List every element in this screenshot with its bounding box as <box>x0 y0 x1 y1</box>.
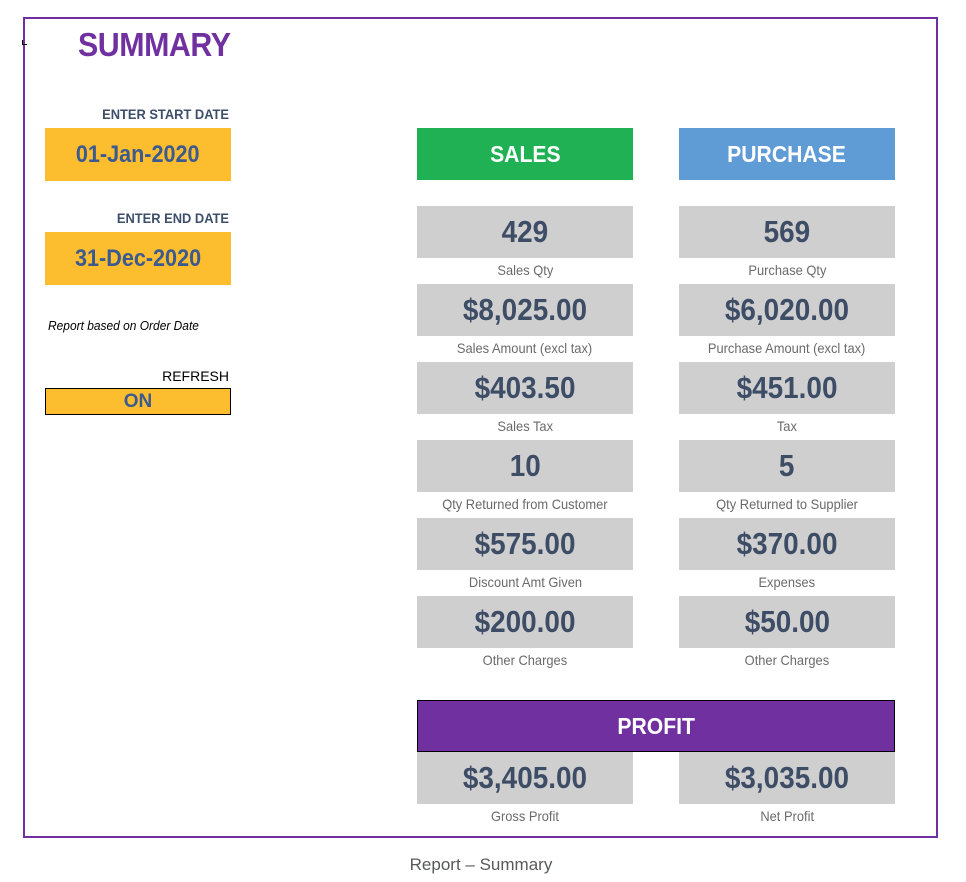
profit-header: PROFIT <box>417 700 895 752</box>
gross-profit-label: Gross Profit <box>491 808 559 824</box>
sales-tax-label: Sales Tax <box>497 418 553 434</box>
sales-qty-label: Sales Qty <box>497 262 553 278</box>
discount-value: $575.00 <box>474 526 576 561</box>
qty-returned-supplier-label: Qty Returned to Supplier <box>716 496 858 512</box>
refresh-label: REFRESH <box>162 368 229 384</box>
sales-tax-card: $403.50 <box>417 362 633 414</box>
purchase-qty-label: Purchase Qty <box>747 262 827 278</box>
expenses-label: Expenses <box>758 574 816 590</box>
sales-other-charges-caption: Other Charges <box>417 652 633 668</box>
expenses-value: $370.00 <box>736 526 838 561</box>
purchase-amount-caption: Purchase Amount (excl tax) <box>679 340 895 356</box>
sales-amount-card: $8,025.00 <box>417 284 633 336</box>
purchase-tax-value: $451.00 <box>736 370 838 405</box>
sales-other-charges-card: $200.00 <box>417 596 633 648</box>
end-date-input[interactable]: 31-Dec-2020 <box>45 232 231 285</box>
sales-qty-card: 429 <box>417 206 633 258</box>
sales-header: SALES <box>417 128 633 180</box>
sales-qty-caption: Sales Qty <box>417 262 633 278</box>
qty-returned-customer-caption: Qty Returned from Customer <box>417 496 633 512</box>
gross-profit-caption: Gross Profit <box>417 808 633 824</box>
purchase-tax-card: $451.00 <box>679 362 895 414</box>
net-profit-caption: Net Profit <box>679 808 895 824</box>
end-date-label: ENTER END DATE <box>116 210 229 226</box>
start-date-value: 01-Jan-2020 <box>76 140 200 168</box>
expenses-caption: Expenses <box>679 574 895 590</box>
purchase-other-charges-card: $50.00 <box>679 596 895 648</box>
purchase-header-label: PURCHASE <box>727 140 847 167</box>
sales-amount-label: Sales Amount (excl tax) <box>457 340 593 356</box>
purchase-other-charges-value: $50.00 <box>744 604 830 639</box>
start-date-input[interactable]: 01-Jan-2020 <box>45 128 231 181</box>
sales-other-charges-label: Other Charges <box>482 652 568 668</box>
purchase-other-charges-caption: Other Charges <box>679 652 895 668</box>
end-date-value: 31-Dec-2020 <box>74 244 202 272</box>
sales-amount-value: $8,025.00 <box>462 292 588 327</box>
page-title: SUMMARY <box>78 26 231 63</box>
discount-label: Discount Amt Given <box>468 574 582 590</box>
start-date-label: ENTER START DATE <box>102 106 229 122</box>
purchase-amount-value: $6,020.00 <box>724 292 850 327</box>
figure-caption-text: Report – Summary <box>409 855 553 874</box>
purchase-tax-caption: Tax <box>679 418 895 434</box>
purchase-amount-card: $6,020.00 <box>679 284 895 336</box>
purchase-qty-value: 569 <box>763 214 811 249</box>
sales-other-charges-value: $200.00 <box>474 604 576 639</box>
qty-returned-supplier-card: 5 <box>679 440 895 492</box>
qty-returned-supplier-value: 5 <box>779 448 795 483</box>
purchase-tax-label: Tax <box>776 418 798 434</box>
discount-card: $575.00 <box>417 518 633 570</box>
sales-qty-value: 429 <box>501 214 549 249</box>
net-profit-label: Net Profit <box>760 808 814 824</box>
profit-header-label: PROFIT <box>617 712 695 739</box>
report-basis-note: Report based on Order Date <box>48 318 199 333</box>
purchase-qty-caption: Purchase Qty <box>679 262 895 278</box>
purchase-qty-card: 569 <box>679 206 895 258</box>
purchase-other-charges-label: Other Charges <box>744 652 830 668</box>
gross-profit-value: $3,405.00 <box>462 760 588 795</box>
report-frame <box>23 17 938 838</box>
sales-amount-caption: Sales Amount (excl tax) <box>417 340 633 356</box>
sales-tax-caption: Sales Tax <box>417 418 633 434</box>
expenses-card: $370.00 <box>679 518 895 570</box>
sales-header-label: SALES <box>489 140 561 167</box>
net-profit-value: $3,035.00 <box>724 760 850 795</box>
discount-caption: Discount Amt Given <box>417 574 633 590</box>
cell-anchor-mark <box>22 40 27 45</box>
sales-tax-value: $403.50 <box>474 370 576 405</box>
qty-returned-customer-label: Qty Returned from Customer <box>442 496 608 512</box>
purchase-amount-label: Purchase Amount (excl tax) <box>708 340 866 356</box>
qty-returned-customer-card: 10 <box>417 440 633 492</box>
purchase-header: PURCHASE <box>679 128 895 180</box>
refresh-toggle[interactable]: ON <box>45 388 231 415</box>
qty-returned-customer-value: 10 <box>509 448 541 483</box>
qty-returned-supplier-caption: Qty Returned to Supplier <box>679 496 895 512</box>
net-profit-card: $3,035.00 <box>679 752 895 804</box>
gross-profit-card: $3,405.00 <box>417 752 633 804</box>
figure-caption: Report – Summary <box>0 855 966 875</box>
